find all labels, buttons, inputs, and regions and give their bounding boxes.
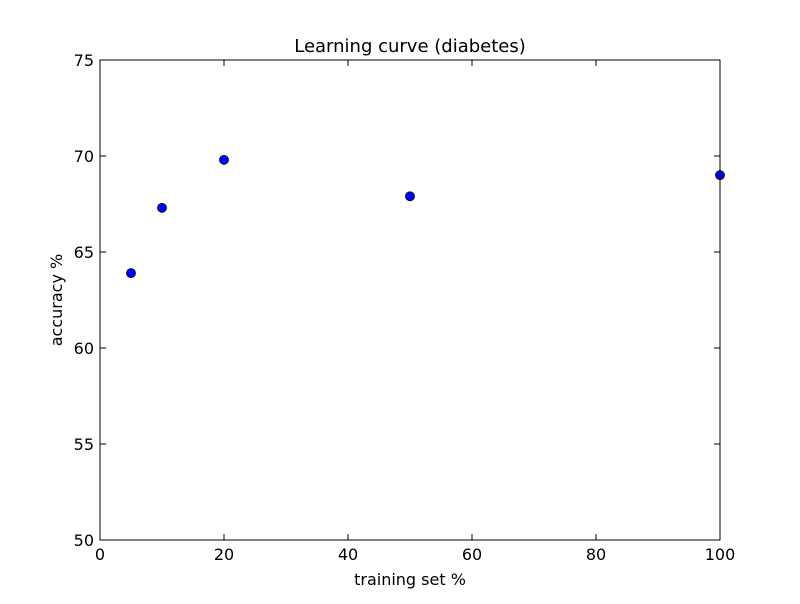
y-tick-label: 75	[74, 51, 94, 70]
x-axis-ticks: 0 20 40 60 80 100	[95, 60, 735, 564]
chart-title: Learning curve (diabetes)	[294, 36, 526, 57]
data-point	[126, 268, 136, 279]
y-tick-label: 60	[74, 339, 94, 358]
data-point	[219, 154, 229, 165]
y-tick-label: 70	[74, 147, 94, 166]
x-tick-label: 0	[95, 545, 105, 564]
plot-area-frame	[99, 59, 721, 541]
x-axis-label: training set %	[354, 570, 466, 589]
y-tick-label: 65	[74, 243, 94, 262]
data-point	[157, 202, 167, 213]
x-tick-label: 80	[586, 545, 606, 564]
y-tick-label: 50	[74, 531, 94, 550]
data-point	[405, 191, 415, 202]
x-tick-label: 40	[338, 545, 358, 564]
y-tick-label: 55	[74, 435, 94, 454]
x-tick-label: 60	[462, 545, 482, 564]
x-tick-label: 100	[705, 545, 736, 564]
x-tick-label: 20	[214, 545, 234, 564]
y-axis-ticks: 50 55 60 65 70 75	[74, 51, 720, 550]
y-axis-label: accuracy %	[47, 254, 66, 346]
data-points	[126, 154, 725, 279]
